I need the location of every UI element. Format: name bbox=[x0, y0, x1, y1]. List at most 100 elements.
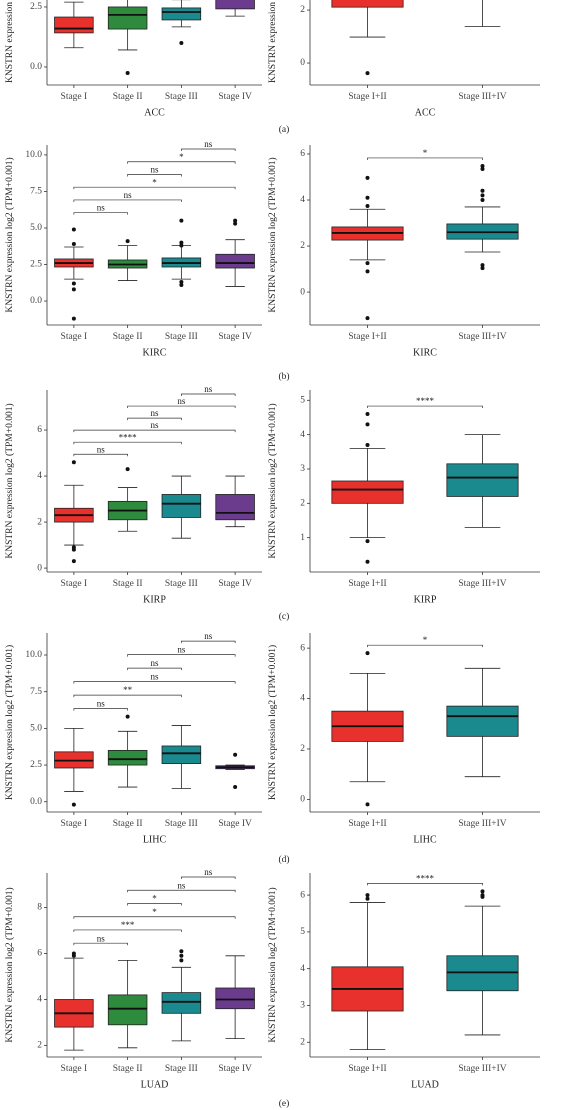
y-tick-label: 1 bbox=[300, 533, 305, 543]
y-tick-label: 4 bbox=[300, 195, 305, 205]
significance-bracket bbox=[73, 929, 182, 932]
outlier bbox=[71, 227, 76, 232]
y-tick-label: 4 bbox=[300, 430, 305, 440]
y-tick-label: 0 bbox=[300, 287, 305, 297]
y-tick-label: 4 bbox=[37, 995, 42, 1005]
x-tick-label: Stage I bbox=[61, 92, 88, 102]
box bbox=[446, 705, 519, 737]
outlier bbox=[125, 714, 130, 719]
significance-label: * bbox=[152, 177, 157, 187]
box bbox=[161, 7, 202, 21]
significance-label: ns bbox=[150, 165, 159, 175]
y-tick-label: 5.0 bbox=[30, 724, 42, 734]
y-axis-label: KNSTRN expression log2 (TPM+0.001) bbox=[4, 887, 15, 1042]
outlier bbox=[365, 269, 370, 274]
y-tick-label: 3 bbox=[300, 1001, 305, 1011]
outlier bbox=[365, 539, 370, 544]
y-tick-label: 2.5 bbox=[30, 2, 42, 12]
significance-label: ns bbox=[150, 658, 159, 668]
significance-bracket bbox=[73, 212, 128, 215]
x-tick-label: Stage I bbox=[61, 1064, 88, 1074]
x-tick-label: Stage I bbox=[61, 332, 88, 342]
y-axis-label: KNSTRN expression log2 (TPM+0.001) bbox=[4, 645, 15, 800]
y-tick-label: 8 bbox=[37, 903, 42, 913]
x-tick-label: Stage II bbox=[113, 579, 143, 589]
significance-bracket bbox=[73, 681, 236, 684]
x-tick-label: Stage III+IV bbox=[458, 332, 506, 342]
y-tick-label: 6 bbox=[300, 149, 305, 159]
y-tick-label: 10.0 bbox=[25, 150, 42, 160]
significance-label: **** bbox=[416, 873, 435, 883]
x-axis-label: KIRC bbox=[143, 347, 167, 358]
significance-label: ns bbox=[204, 631, 213, 641]
outlier bbox=[480, 198, 485, 203]
outlier bbox=[71, 281, 76, 286]
outlier bbox=[71, 802, 76, 807]
y-axis-label: KNSTRN expression bbox=[268, 2, 278, 83]
significance-bracket bbox=[181, 393, 236, 396]
outlier bbox=[365, 651, 370, 656]
significance-label: ns bbox=[177, 880, 186, 890]
significance-bracket bbox=[127, 889, 236, 893]
outlier bbox=[365, 316, 370, 321]
x-axis-label: ACC bbox=[415, 107, 436, 118]
significance-bracket bbox=[73, 453, 128, 457]
box bbox=[107, 994, 148, 1026]
significance-bracket bbox=[367, 157, 483, 160]
x-tick-label: Stage III bbox=[165, 579, 198, 589]
y-tick-label: 2 bbox=[300, 744, 305, 754]
x-tick-label: Stage III+IV bbox=[458, 579, 506, 589]
y-axis-label: KNSTRN expression log2 (TPM+0.001) bbox=[4, 157, 15, 312]
y-tick-label: 2.5 bbox=[30, 260, 42, 270]
outlier bbox=[480, 263, 485, 268]
significance-label: * bbox=[423, 635, 428, 645]
significance-bracket bbox=[127, 667, 182, 671]
x-tick-label: Stage I bbox=[61, 579, 88, 589]
significance-label: ns bbox=[177, 645, 186, 655]
y-tick-label: 5 bbox=[300, 395, 305, 405]
outlier bbox=[71, 953, 76, 958]
y-tick-label: 0.0 bbox=[30, 296, 42, 306]
x-axis-label: LUAD bbox=[141, 1079, 169, 1090]
outlier bbox=[365, 175, 370, 180]
x-tick-label: Stage I+II bbox=[348, 1064, 386, 1074]
significance-bracket bbox=[127, 161, 236, 164]
y-axis-label: KNSTRN expression log2 (TPM+0.001) bbox=[267, 157, 278, 312]
outlier bbox=[365, 893, 370, 898]
significance-bracket bbox=[73, 694, 182, 698]
y-tick-label: 2 bbox=[300, 499, 305, 509]
y-tick-label: 6 bbox=[37, 949, 42, 959]
outlier bbox=[365, 71, 370, 76]
outlier bbox=[179, 240, 184, 245]
significance-label: ns bbox=[150, 408, 159, 418]
outlier bbox=[179, 953, 184, 958]
outlier bbox=[480, 266, 485, 271]
y-tick-label: 0 bbox=[37, 563, 42, 573]
significance-bracket bbox=[181, 640, 236, 644]
x-tick-label: Stage I+II bbox=[348, 819, 386, 829]
x-axis-label: KIRP bbox=[143, 594, 166, 605]
x-tick-label: Stage III bbox=[165, 819, 198, 829]
x-tick-label: Stage I+II bbox=[348, 92, 386, 102]
panel-label: (d) bbox=[278, 854, 289, 865]
panel-label: (c) bbox=[279, 611, 290, 622]
y-tick-label: 0.0 bbox=[30, 797, 42, 807]
outlier bbox=[233, 218, 238, 223]
x-tick-label: Stage IV bbox=[218, 579, 252, 589]
significance-label: ns bbox=[177, 396, 186, 406]
significance-bracket bbox=[181, 876, 236, 879]
box bbox=[215, 0, 255, 10]
outlier bbox=[179, 958, 184, 963]
y-tick-label: 5.0 bbox=[30, 223, 42, 233]
outlier bbox=[125, 239, 130, 244]
x-tick-label: Stage IV bbox=[218, 819, 252, 829]
panel-label: (e) bbox=[279, 1098, 290, 1109]
significance-label: **** bbox=[416, 396, 435, 406]
y-tick-label: 0 bbox=[300, 795, 305, 805]
outlier bbox=[233, 785, 238, 790]
x-axis-label: ACC bbox=[144, 107, 165, 118]
box bbox=[331, 480, 404, 504]
significance-label: ns bbox=[97, 933, 106, 943]
significance-bracket bbox=[73, 186, 236, 190]
